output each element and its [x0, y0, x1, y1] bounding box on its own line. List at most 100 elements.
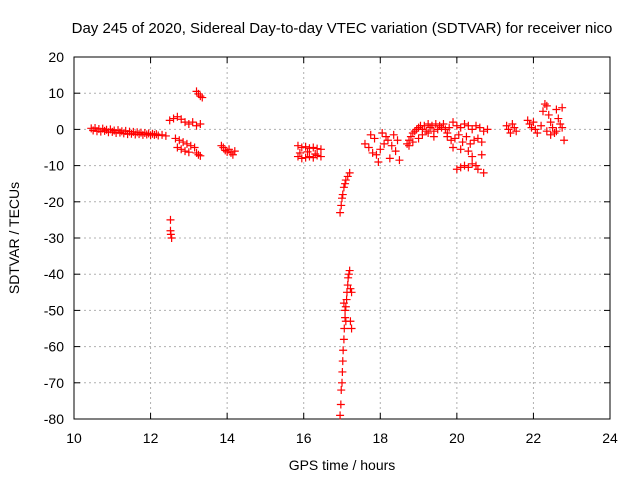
data-point-marker	[470, 136, 479, 145]
data-point-marker	[158, 130, 167, 139]
data-point-marker	[152, 130, 161, 139]
data-point-marker	[341, 179, 350, 188]
data-point-marker	[479, 168, 488, 177]
data-point-marker	[483, 125, 492, 134]
data-point-marker	[418, 130, 427, 139]
data-point-marker	[429, 132, 438, 141]
data-point-marker	[529, 118, 538, 127]
data-point-marker	[506, 129, 515, 138]
data-points	[87, 87, 569, 420]
data-point-marker	[337, 201, 346, 210]
data-point-marker	[345, 168, 354, 177]
data-point-marker	[316, 152, 325, 161]
data-point-marker	[403, 139, 412, 148]
data-point-marker	[167, 234, 176, 242]
data-point-marker	[366, 130, 375, 139]
data-point-marker	[230, 147, 239, 156]
x-tick-label: 24	[602, 430, 618, 446]
data-point-marker	[165, 116, 174, 125]
data-point-marker	[196, 92, 205, 101]
data-point-marker	[531, 125, 540, 134]
data-point-marker	[293, 141, 302, 150]
data-point-marker	[408, 129, 417, 138]
data-point-marker	[450, 134, 459, 143]
data-point-marker	[431, 119, 440, 128]
data-point-marker	[382, 132, 391, 141]
grid-lines	[74, 57, 610, 419]
data-point-marker	[360, 139, 369, 148]
data-point-marker	[344, 270, 353, 279]
data-point-marker	[181, 118, 190, 127]
data-point-marker	[177, 145, 186, 154]
x-tick-label: 18	[372, 430, 388, 446]
y-tick-label: -60	[44, 339, 64, 355]
data-point-marker	[228, 150, 237, 159]
data-point-marker	[376, 145, 385, 154]
data-point-marker	[198, 93, 207, 102]
data-point-marker	[309, 153, 318, 162]
data-point-marker	[558, 123, 567, 132]
data-point-marker	[295, 148, 304, 157]
data-point-marker	[510, 123, 519, 132]
data-point-marker	[341, 306, 350, 315]
data-point-marker	[345, 266, 354, 275]
data-point-marker	[437, 123, 446, 132]
data-point-marker	[364, 143, 373, 152]
data-point-marker	[391, 147, 400, 156]
data-point-marker	[414, 123, 423, 132]
data-point-marker	[527, 123, 536, 132]
data-point-marker	[370, 134, 379, 143]
y-tick-label: -50	[44, 302, 64, 318]
data-point-marker	[175, 136, 184, 145]
y-tick-label: -10	[44, 158, 64, 174]
data-point-marker	[464, 163, 473, 172]
data-point-marker	[525, 119, 534, 128]
data-point-marker	[179, 138, 188, 147]
data-point-marker	[466, 139, 475, 148]
y-tick-label: -70	[44, 375, 64, 391]
y-tick-label: 10	[48, 85, 64, 101]
data-point-marker	[433, 125, 442, 134]
data-point-marker	[458, 138, 467, 147]
data-point-marker	[305, 144, 314, 153]
data-point-marker	[305, 152, 314, 161]
data-point-marker	[395, 156, 404, 165]
data-point-marker	[468, 125, 477, 134]
data-point-marker	[346, 284, 355, 293]
x-tick-label: 16	[296, 430, 312, 446]
data-point-marker	[477, 138, 486, 147]
data-point-marker	[424, 119, 433, 128]
data-point-marker	[374, 157, 383, 166]
data-point-marker	[338, 357, 347, 366]
data-point-marker	[226, 148, 235, 157]
data-point-marker	[297, 154, 306, 163]
data-point-marker	[311, 150, 320, 159]
axis-ticks: 10 12 14 16 18 20 22 24 20 10 0 -10 -20 -30 -40 -50 -60 -…	[44, 49, 618, 446]
data-point-marker	[225, 145, 234, 154]
data-point-marker	[475, 123, 484, 132]
data-point-marker	[477, 150, 486, 159]
y-tick-label: -40	[44, 266, 64, 282]
data-point-marker	[182, 139, 191, 148]
data-point-marker	[190, 143, 199, 152]
data-point-marker	[293, 152, 302, 161]
data-point-marker	[552, 105, 561, 114]
data-point-marker	[336, 411, 345, 420]
data-point-marker	[309, 143, 318, 152]
data-point-marker	[464, 121, 473, 130]
data-point-marker	[468, 159, 477, 168]
data-point-marker	[186, 141, 195, 150]
data-point-marker	[452, 121, 461, 130]
data-point-marker	[542, 101, 551, 110]
x-tick-label: 22	[526, 430, 542, 446]
data-point-marker	[166, 215, 175, 224]
data-point-marker	[108, 127, 117, 136]
y-axis-label: SDTVAR / TECUs	[6, 182, 22, 294]
data-point-marker	[337, 386, 346, 395]
data-point-marker	[196, 119, 205, 128]
data-point-marker	[473, 165, 482, 174]
data-point-marker	[523, 116, 532, 125]
data-point-marker	[424, 129, 433, 138]
data-point-marker	[169, 114, 178, 123]
y-tick-label: -30	[44, 230, 64, 246]
